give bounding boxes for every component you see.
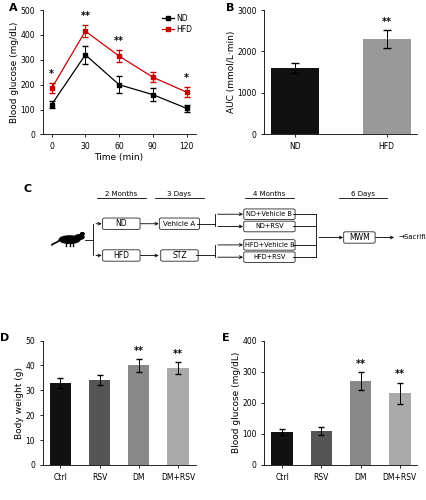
Text: **: ** bbox=[382, 16, 392, 26]
Y-axis label: Blood glucose (mg/dL): Blood glucose (mg/dL) bbox=[232, 352, 241, 454]
Text: STZ: STZ bbox=[172, 251, 187, 260]
FancyBboxPatch shape bbox=[103, 218, 140, 230]
Bar bbox=[389, 394, 411, 465]
Text: B: B bbox=[226, 2, 235, 12]
Y-axis label: Blood glucose (mg/dL): Blood glucose (mg/dL) bbox=[10, 22, 19, 123]
Text: **: ** bbox=[356, 358, 366, 368]
X-axis label: Time (min): Time (min) bbox=[95, 152, 144, 162]
FancyBboxPatch shape bbox=[103, 250, 140, 261]
Ellipse shape bbox=[81, 232, 84, 235]
Text: Vehicle A: Vehicle A bbox=[163, 220, 196, 226]
Text: 4 Months: 4 Months bbox=[253, 191, 285, 197]
Bar bbox=[128, 366, 150, 465]
FancyBboxPatch shape bbox=[344, 232, 375, 243]
Text: ND+Vehicle B: ND+Vehicle B bbox=[247, 211, 292, 217]
Ellipse shape bbox=[59, 236, 80, 244]
FancyBboxPatch shape bbox=[244, 252, 295, 262]
FancyBboxPatch shape bbox=[244, 209, 295, 220]
Bar bbox=[89, 380, 110, 465]
Text: **: ** bbox=[114, 36, 124, 46]
Text: *: * bbox=[49, 70, 54, 80]
Text: 3 Days: 3 Days bbox=[167, 191, 191, 197]
Text: ND: ND bbox=[115, 219, 127, 228]
Text: →Sacrificed: →Sacrificed bbox=[399, 234, 426, 240]
Bar bbox=[271, 68, 319, 134]
Bar bbox=[167, 368, 189, 465]
FancyBboxPatch shape bbox=[161, 250, 198, 261]
FancyBboxPatch shape bbox=[159, 218, 199, 230]
Text: D: D bbox=[0, 333, 9, 343]
Text: *: * bbox=[184, 73, 189, 83]
Y-axis label: Body weight (g): Body weight (g) bbox=[15, 367, 24, 439]
Text: A: A bbox=[9, 2, 17, 12]
Bar bbox=[311, 431, 332, 465]
Text: **: ** bbox=[173, 348, 183, 358]
Y-axis label: AUC (mmol/L·min): AUC (mmol/L·min) bbox=[227, 31, 236, 114]
Text: C: C bbox=[24, 184, 32, 194]
Text: 6 Days: 6 Days bbox=[351, 191, 375, 197]
Ellipse shape bbox=[75, 234, 84, 240]
Text: E: E bbox=[222, 333, 229, 343]
FancyBboxPatch shape bbox=[244, 221, 295, 232]
Text: HFD: HFD bbox=[113, 251, 130, 260]
Text: HFD+RSV: HFD+RSV bbox=[253, 254, 285, 260]
Bar bbox=[49, 383, 71, 465]
Bar bbox=[350, 381, 371, 465]
Text: **: ** bbox=[134, 346, 144, 356]
Legend: ND, HFD: ND, HFD bbox=[159, 11, 195, 37]
Text: **: ** bbox=[395, 370, 405, 380]
Text: 2 Months: 2 Months bbox=[105, 191, 138, 197]
Text: MWM: MWM bbox=[349, 233, 370, 242]
Text: ND+RSV: ND+RSV bbox=[255, 224, 284, 230]
Bar bbox=[271, 432, 293, 465]
Text: HFD+Vehicle B: HFD+Vehicle B bbox=[245, 242, 294, 248]
FancyBboxPatch shape bbox=[244, 240, 295, 250]
Bar bbox=[363, 39, 411, 134]
Text: **: ** bbox=[81, 11, 90, 21]
